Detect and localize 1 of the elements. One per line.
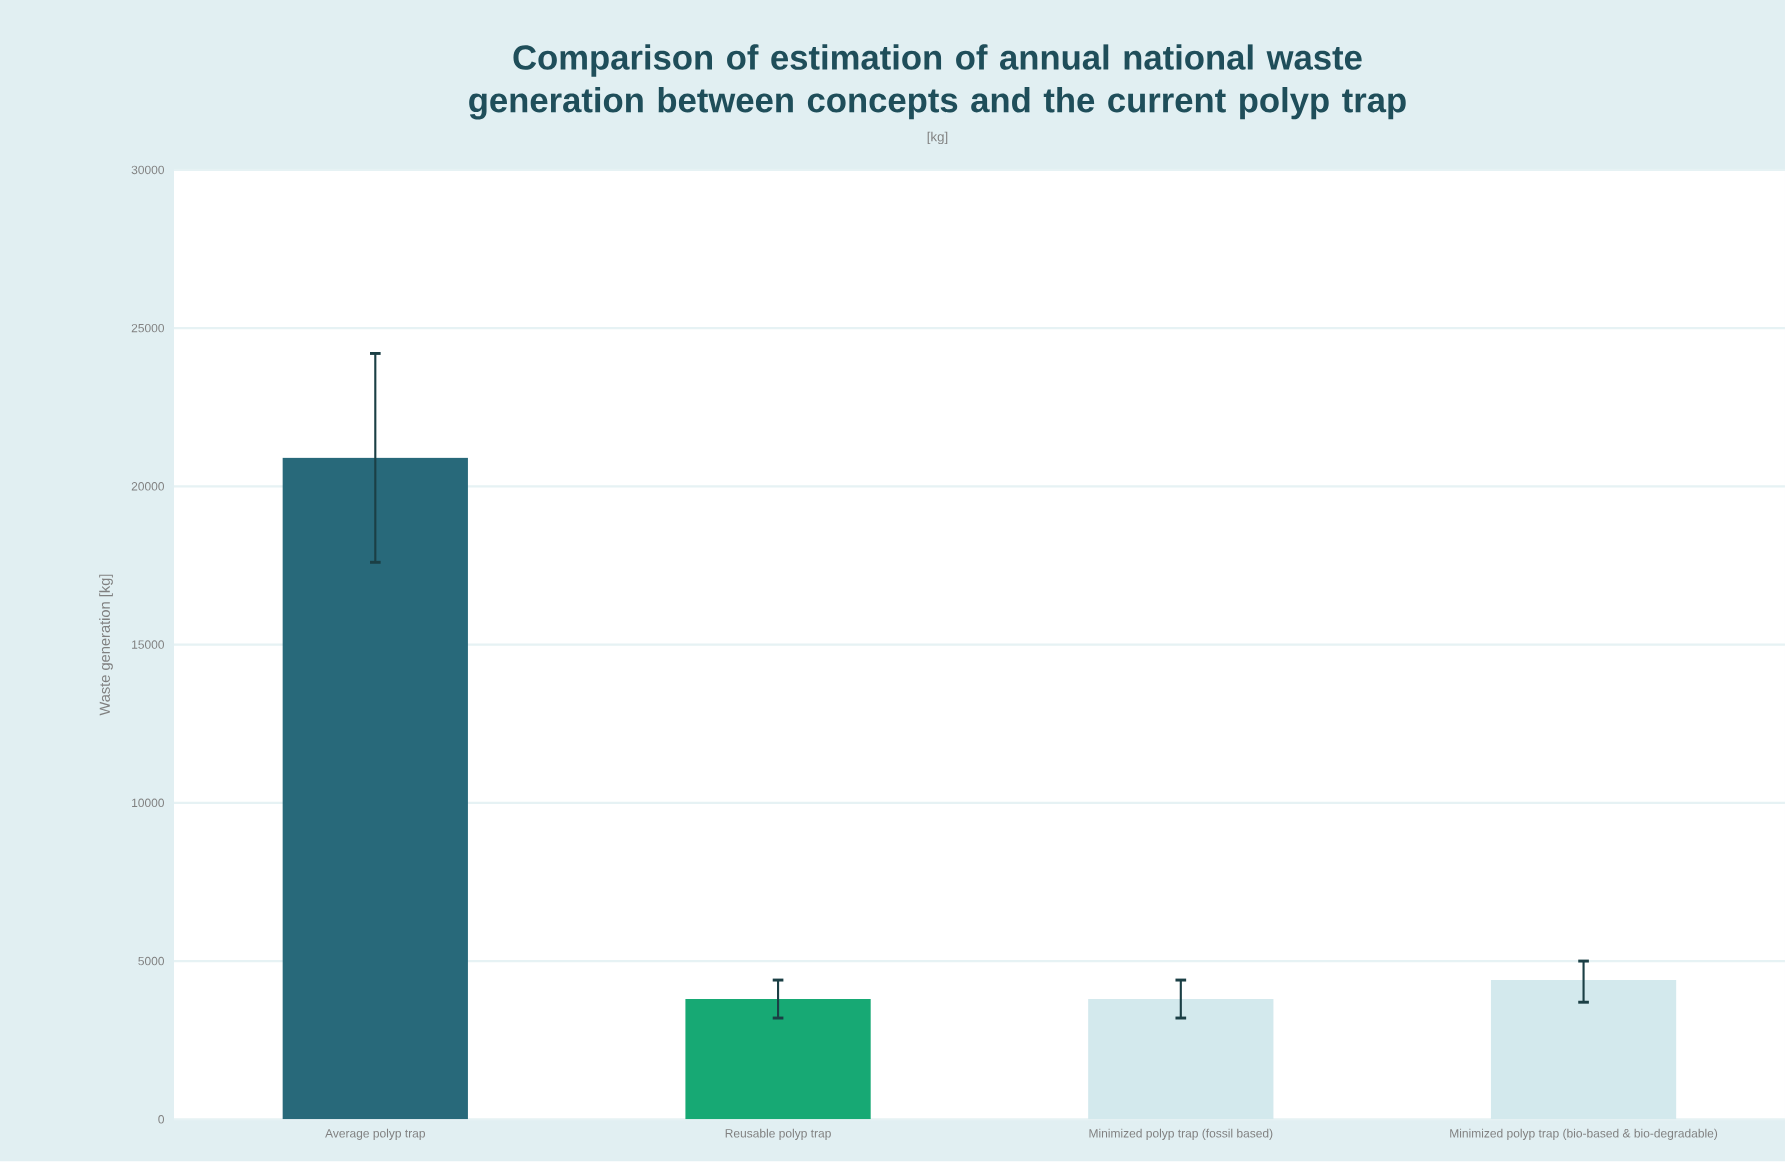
chart-title: Comparison of estimation of annual national waste generation between concepts and the current polyp trap bbox=[469, 44, 1406, 120]
